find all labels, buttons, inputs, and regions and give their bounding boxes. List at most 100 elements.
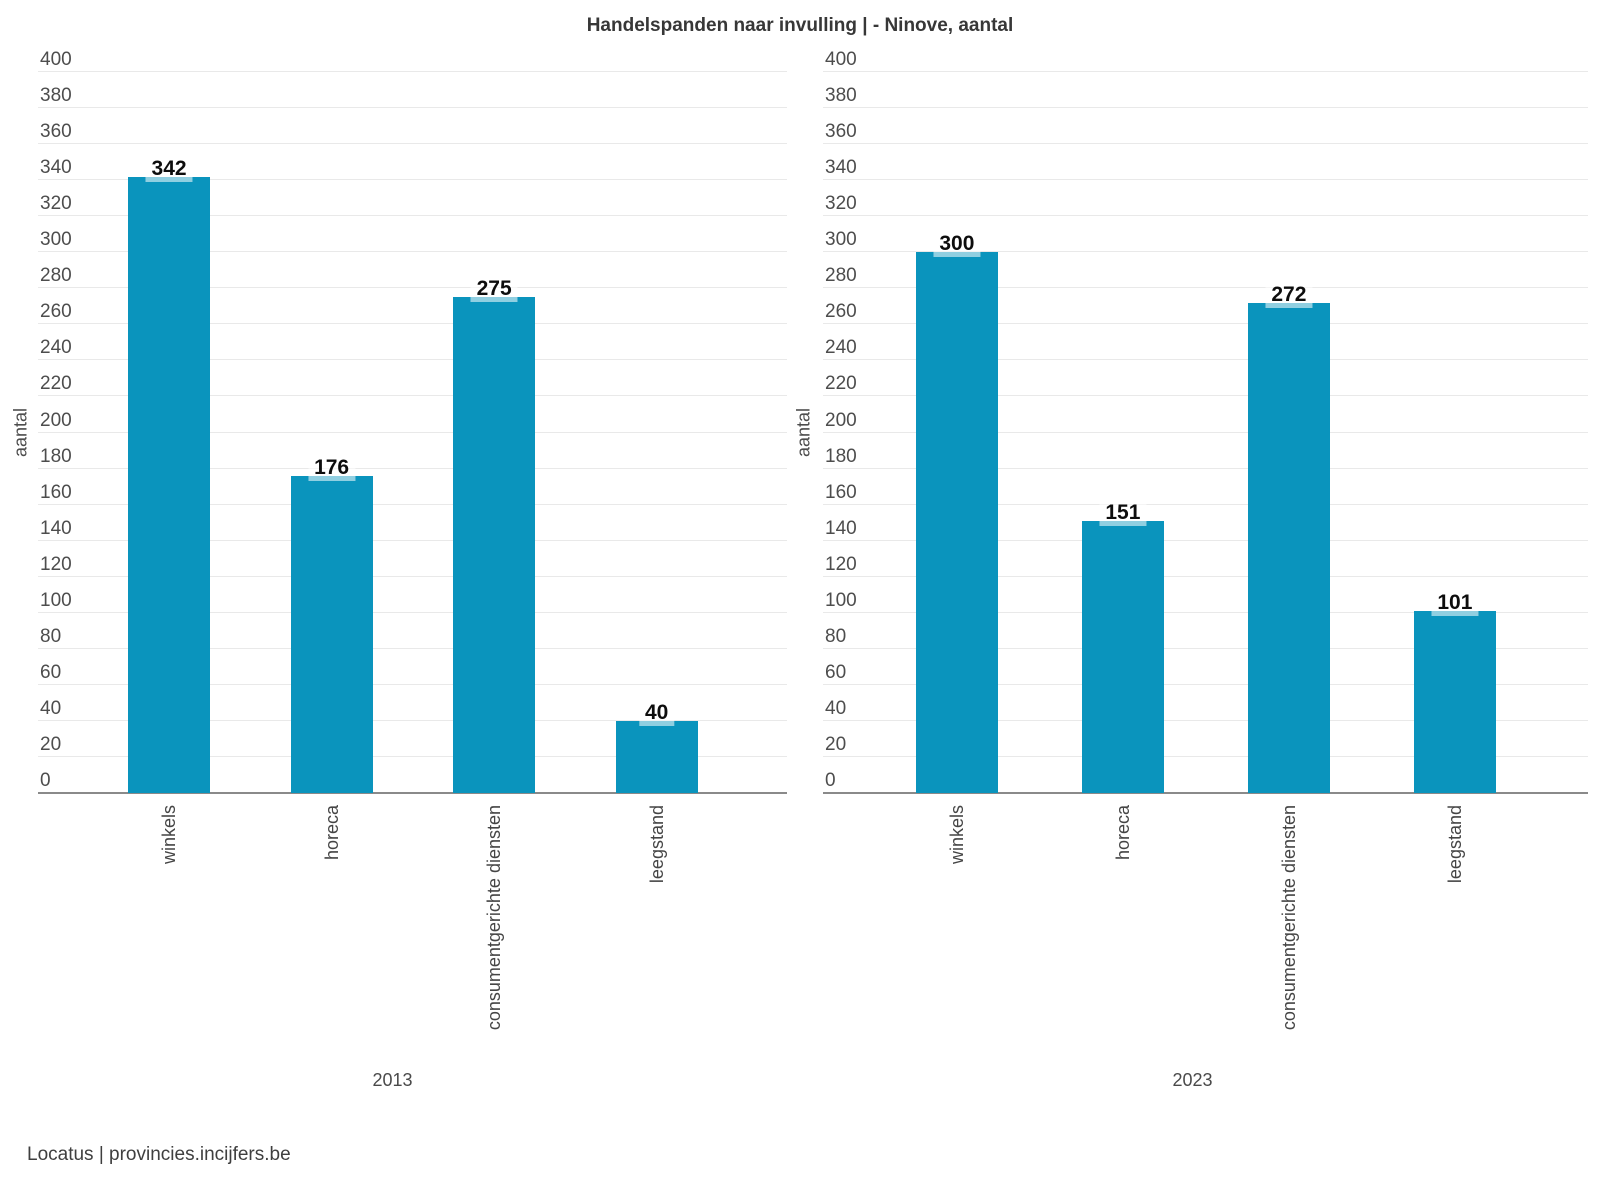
y-tick-label: 140 [40, 517, 72, 539]
gridline [823, 611, 1588, 613]
gridline [823, 683, 1588, 685]
y-tick-label: 220 [825, 373, 857, 395]
gridline [38, 215, 787, 217]
gridline [823, 539, 1588, 541]
gridline [823, 107, 1588, 109]
y-tick-label: 100 [40, 589, 72, 611]
gridline [38, 107, 787, 109]
gridline [38, 755, 787, 757]
gridline [38, 683, 787, 685]
y-tick-label: 400 [825, 49, 857, 70]
series-label-2023: 2023 [1172, 1070, 1213, 1090]
gridline [38, 71, 787, 72]
y-tick-label: 140 [825, 517, 857, 539]
bar-value-label: 342 [145, 157, 193, 182]
gridline [823, 395, 1588, 397]
bar-value-label: 40 [638, 701, 675, 726]
y-tick-label: 100 [825, 589, 857, 611]
x-axis-line [38, 792, 787, 794]
y-tick-label: 120 [40, 553, 72, 575]
bar-value-label: 272 [1265, 283, 1313, 308]
y-tick-label: 280 [40, 265, 72, 287]
bar-2023-winkels: 300 [915, 233, 998, 793]
chart-panel-2023: aantal 0 20 40 60 80 100 120 140 160 180 200 220 240… [785, 0, 1600, 1200]
y-tick-label: 160 [40, 481, 72, 503]
y-tick-label: 340 [825, 157, 857, 179]
gridline [38, 467, 787, 469]
y-tick-label: 340 [40, 157, 72, 179]
plot-area-2013: 0 20 40 60 80 100 120 140 160 180 200 220 240 260 280 3… [38, 50, 787, 1030]
gridline [38, 395, 787, 397]
bar-2013-consumentgerichte-diensten: 275 [453, 278, 536, 793]
y-tick-label: 120 [825, 553, 857, 575]
gridline [823, 179, 1588, 181]
x-category-label: consumentgerichte diensten [1278, 805, 1299, 1031]
series-label-2013: 2013 [372, 1070, 413, 1090]
y-tick-label: 80 [40, 625, 62, 647]
bar-2013-winkels: 342 [128, 157, 211, 793]
y-tick-label: 0 [40, 770, 51, 791]
plot-area-2023: 0 20 40 60 80 100 120 140 160 180 200 220 240 260 280 3… [823, 50, 1588, 1030]
chart-panel-2013: aantal 0 20 40 60 80 100 120 140 160 180 200 220 240… [0, 0, 787, 1200]
y-tick-label: 200 [40, 409, 72, 431]
gridline [38, 359, 787, 361]
bar-value-label: 101 [1431, 591, 1479, 616]
gridline [823, 143, 1588, 145]
bar-2013-leegstand: 40 [615, 701, 698, 793]
gridline [823, 287, 1588, 289]
x-category-label: horeca [1112, 805, 1133, 861]
y-tick-label: 180 [40, 445, 72, 467]
y-tick-label: 360 [40, 121, 72, 143]
gridline [823, 467, 1588, 469]
gridline [38, 431, 787, 433]
gridline [38, 251, 787, 253]
gridline [38, 647, 787, 649]
gridline [823, 431, 1588, 433]
y-tick-label: 0 [825, 770, 836, 791]
y-tick-label: 180 [825, 445, 857, 467]
y-tick-label: 240 [825, 337, 857, 359]
x-category-label: winkels [946, 805, 967, 865]
x-category-label: winkels [159, 805, 180, 865]
gridline [823, 323, 1588, 325]
gridline [38, 611, 787, 613]
bar-2023-consumentgerichte-diensten: 272 [1247, 283, 1330, 793]
y-axis-label: aantal [793, 407, 814, 458]
gridline [823, 647, 1588, 649]
gridline [823, 575, 1588, 577]
y-tick-label: 280 [825, 265, 857, 287]
y-tick-label: 300 [825, 229, 857, 251]
y-tick-label: 320 [40, 193, 72, 215]
y-tick-label: 300 [40, 229, 72, 251]
gridline [823, 755, 1588, 757]
y-tick-label: 260 [40, 301, 72, 323]
y-tick-label: 40 [825, 697, 847, 719]
y-tick-label: 240 [40, 337, 72, 359]
gridline [38, 719, 787, 721]
y-tick-label: 220 [40, 373, 72, 395]
y-tick-label: 380 [40, 85, 72, 107]
bar-value-label: 300 [933, 233, 981, 258]
y-tick-label: 360 [825, 121, 857, 143]
y-tick-label: 200 [825, 409, 857, 431]
gridline [823, 251, 1588, 253]
gridline [38, 575, 787, 577]
bar-value-label: 275 [470, 278, 518, 303]
x-axis-line [823, 792, 1588, 794]
gridline [38, 143, 787, 145]
y-tick-label: 60 [40, 661, 62, 683]
y-tick-label: 60 [825, 661, 847, 683]
gridline [38, 323, 787, 325]
bar-2023-horeca: 151 [1081, 501, 1164, 793]
gridline [823, 71, 1588, 72]
gridline [38, 503, 787, 505]
y-axis-label: aantal [10, 407, 31, 458]
bar-2023-leegstand: 101 [1413, 591, 1496, 793]
gridline [38, 179, 787, 181]
bar-2013-horeca: 176 [290, 456, 373, 793]
y-tick-label: 320 [825, 193, 857, 215]
x-category-label: leegstand [646, 805, 667, 884]
y-tick-label: 80 [825, 625, 847, 647]
chart-title: Handelspanden naar invulling | - Ninove,… [586, 15, 1014, 36]
y-tick-label: 400 [40, 49, 72, 70]
